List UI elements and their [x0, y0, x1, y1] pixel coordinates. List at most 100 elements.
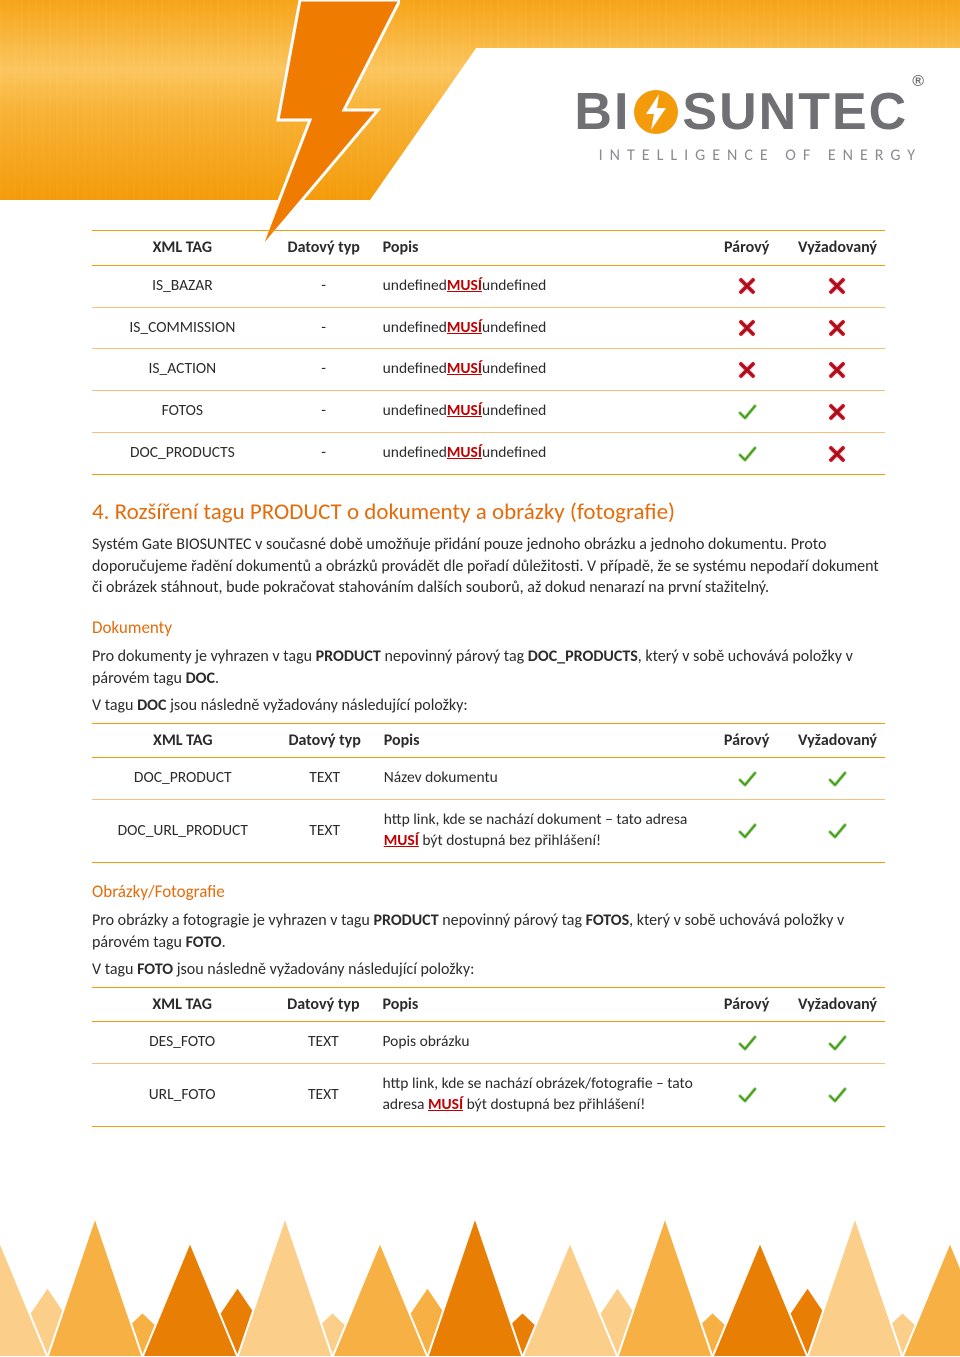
cell-type: -: [273, 391, 375, 433]
table-row: IS_COMMISSION-undefinedMUSÍundefined: [92, 307, 885, 349]
cross-icon: [737, 360, 757, 380]
cell-type: TEXT: [272, 1064, 374, 1127]
table-row: FOTOS-undefinedMUSÍundefined: [92, 391, 885, 433]
cross-icon: [827, 276, 847, 296]
bold-doc: DOC: [186, 669, 215, 688]
cell-par: [703, 1022, 790, 1064]
cell-tag: DOC_PRODUCTS: [92, 433, 273, 475]
cell-type: -: [273, 265, 375, 307]
table-row: URL_FOTOTEXThttp link, kde se nachází ob…: [92, 1064, 885, 1127]
table-row: IS_BAZAR-undefinedMUSÍundefined: [92, 265, 885, 307]
table-row: DOC_PRODUCTS-undefinedMUSÍundefined: [92, 433, 885, 475]
table-row: DOC_URL_PRODUCTTEXThttp link, kde se nac…: [92, 800, 885, 863]
bold-foto: FOTO: [186, 933, 222, 952]
text-frag: nepovinný párový tag: [381, 647, 528, 666]
cell-tag: URL_FOTO: [92, 1064, 272, 1127]
text-frag: jsou následně vyžadovány následující pol…: [166, 696, 467, 715]
cell-desc: Popis obrázku: [374, 1022, 703, 1064]
cell-desc: undefinedMUSÍundefined: [375, 433, 704, 475]
bold-product: PRODUCT: [316, 647, 381, 666]
table-header-row: XML TAG Datový typ Popis Párový Vyžadova…: [92, 723, 885, 758]
obrazky-para1: Pro obrázky a fotogragie je vyhrazen v t…: [92, 910, 885, 953]
cell-par: [703, 265, 790, 307]
cell-desc: http link, kde se nachází obrázek/fotogr…: [374, 1064, 703, 1127]
check-icon: [827, 821, 847, 841]
check-icon: [827, 769, 847, 789]
cell-tag: DOC_URL_PRODUCT: [92, 800, 274, 863]
cell-desc: undefinedMUSÍundefined: [375, 265, 704, 307]
cell-type: -: [273, 307, 375, 349]
cell-req: [790, 1064, 885, 1127]
cell-type: TEXT: [272, 1022, 374, 1064]
cell-req: [790, 1022, 885, 1064]
bold-doc: DOC: [137, 696, 166, 715]
section-heading-4: 4. Rozšíření tagu PRODUCT o dokumenty a …: [92, 497, 885, 528]
cell-req: [790, 391, 885, 433]
th-par: Párový: [703, 723, 790, 758]
table-header-row: XML TAG Datový typ Popis Párový Vyžadova…: [92, 987, 885, 1022]
th-type: Datový typ: [273, 231, 375, 266]
table-row: IS_ACTION-undefinedMUSÍundefined: [92, 349, 885, 391]
text-frag: Pro dokumenty je vyhrazen v tagu: [92, 647, 316, 666]
cell-desc: http link, kde se nachází dokument – tat…: [376, 800, 704, 863]
cell-par: [703, 391, 790, 433]
footer-triangles: [0, 1207, 960, 1357]
table-foto-tags: XML TAG Datový typ Popis Párový Vyžadova…: [92, 987, 885, 1127]
check-icon: [737, 769, 757, 789]
cell-type: TEXT: [274, 800, 376, 863]
page: BI SUNTEC ® INTELLIGENCE OF ENERGY XML T…: [0, 0, 960, 1357]
th-type: Datový typ: [272, 987, 374, 1022]
text-frag: jsou následně vyžadovány následující pol…: [173, 960, 474, 979]
th-tag: XML TAG: [92, 231, 273, 266]
check-icon: [737, 1033, 757, 1053]
cell-desc: Název dokumentu: [376, 758, 704, 800]
th-req: Vyžadovaný: [790, 987, 885, 1022]
cell-desc: undefinedMUSÍundefined: [375, 391, 704, 433]
cell-tag: IS_ACTION: [92, 349, 273, 391]
dokumenty-para1: Pro dokumenty je vyhrazen v tagu PRODUCT…: [92, 646, 885, 689]
bold-docproducts: DOC_PRODUCTS: [528, 647, 638, 666]
check-icon: [737, 821, 757, 841]
cell-type: TEXT: [274, 758, 376, 800]
cross-icon: [737, 276, 757, 296]
cell-tag: DES_FOTO: [92, 1022, 272, 1064]
cell-par: [703, 307, 790, 349]
bold-foto: FOTO: [137, 960, 173, 979]
th-req: Vyžadovaný: [790, 723, 885, 758]
dokumenty-para2: V tagu DOC jsou následně vyžadovány násl…: [92, 695, 885, 717]
cell-tag: FOTOS: [92, 391, 273, 433]
cross-icon: [827, 402, 847, 422]
th-par: Párový: [703, 987, 790, 1022]
cell-tag: DOC_PRODUCT: [92, 758, 274, 800]
check-icon: [737, 1085, 757, 1105]
cell-par: [703, 758, 790, 800]
bold-product: PRODUCT: [373, 911, 438, 930]
th-desc: Popis: [374, 987, 703, 1022]
check-icon: [737, 444, 757, 464]
cell-desc: undefinedMUSÍundefined: [375, 349, 704, 391]
cell-req: [790, 758, 885, 800]
check-icon: [827, 1033, 847, 1053]
cell-par: [703, 1064, 790, 1127]
cell-par: [703, 349, 790, 391]
check-icon: [827, 1085, 847, 1105]
text-frag: V tagu: [92, 960, 137, 979]
cell-req: [790, 307, 885, 349]
obrazky-para2: V tagu FOTO jsou následně vyžadovány nás…: [92, 959, 885, 981]
cell-tag: IS_BAZAR: [92, 265, 273, 307]
th-tag: XML TAG: [92, 723, 274, 758]
table-xml-tags-main: XML TAG Datový typ Popis Párový Vyžadova…: [92, 230, 885, 475]
subheading-obrazky: Obrázky/Fotografie: [92, 881, 885, 904]
table-header-row: XML TAG Datový typ Popis Párový Vyžadova…: [92, 231, 885, 266]
th-tag: XML TAG: [92, 987, 272, 1022]
cell-type: -: [273, 349, 375, 391]
cross-icon: [827, 318, 847, 338]
text-frag: nepovinný párový tag: [439, 911, 586, 930]
th-req: Vyžadovaný: [790, 231, 885, 266]
cell-tag: IS_COMMISSION: [92, 307, 273, 349]
text-frag: Pro obrázky a fotogragie je vyhrazen v t…: [92, 911, 373, 930]
cross-icon: [737, 318, 757, 338]
cell-type: -: [273, 433, 375, 475]
cell-desc: undefinedMUSÍundefined: [375, 307, 704, 349]
cell-par: [703, 433, 790, 475]
